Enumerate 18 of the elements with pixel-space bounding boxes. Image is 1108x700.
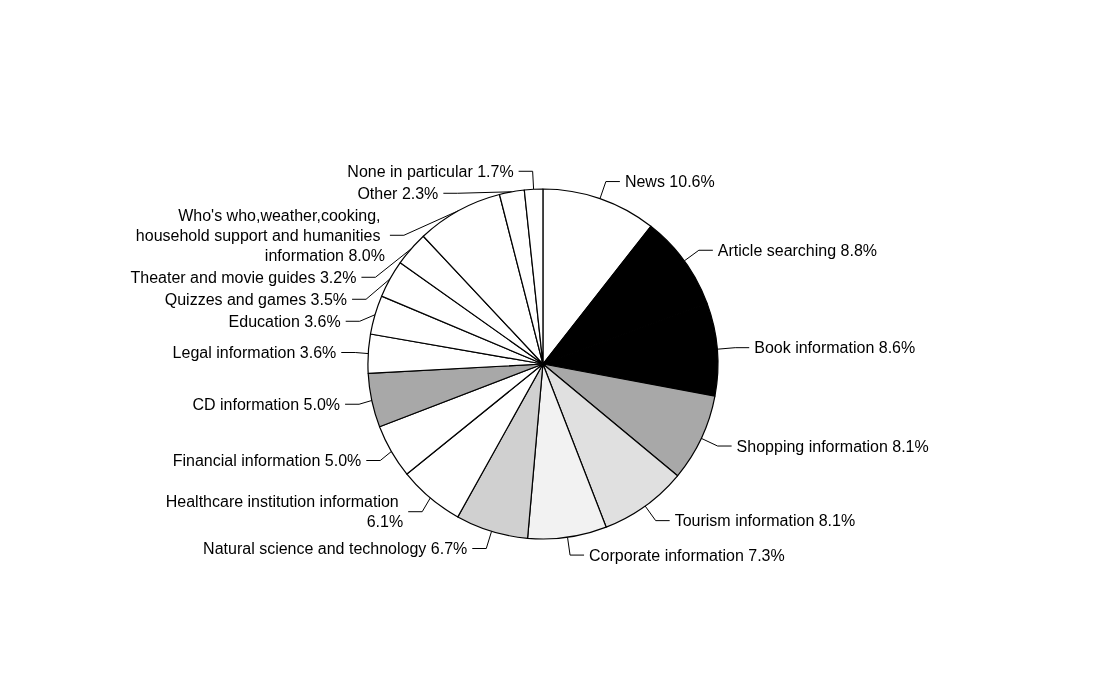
slice-label: News 10.6% <box>624 173 715 191</box>
slice-label: Book information 8.6% <box>754 339 916 357</box>
slice-label: None in particular 1.7% <box>347 162 514 180</box>
slice-label: Natural science and technology 6.7% <box>203 540 468 557</box>
slice-label: Theater and movie guides 3.2% <box>130 268 357 286</box>
slice-label: Who's who,weather,cooking, household support and humanities information 8.0% <box>135 206 385 264</box>
slice-label: Tourism information 8.1% <box>674 512 856 530</box>
slice-label: CD information 5.0% <box>192 395 341 413</box>
slice-label: Education 3.6% <box>228 312 341 330</box>
slice-label: Shopping information 8.1% <box>736 437 929 455</box>
slice-label: Financial information 5.0% <box>172 452 362 469</box>
slice-label: Legal information 3.6% <box>172 344 337 362</box>
slice-label: Article searching 8.8% <box>717 241 878 259</box>
slice-label: Healthcare institution information <box>165 493 404 511</box>
slice-label: Corporate information 7.3% <box>589 546 785 564</box>
slice-label: Quizzes and games 3.5% <box>164 290 348 308</box>
data-label: 6.1% <box>366 513 404 531</box>
slice-label: Other 2.3% <box>357 184 439 202</box>
